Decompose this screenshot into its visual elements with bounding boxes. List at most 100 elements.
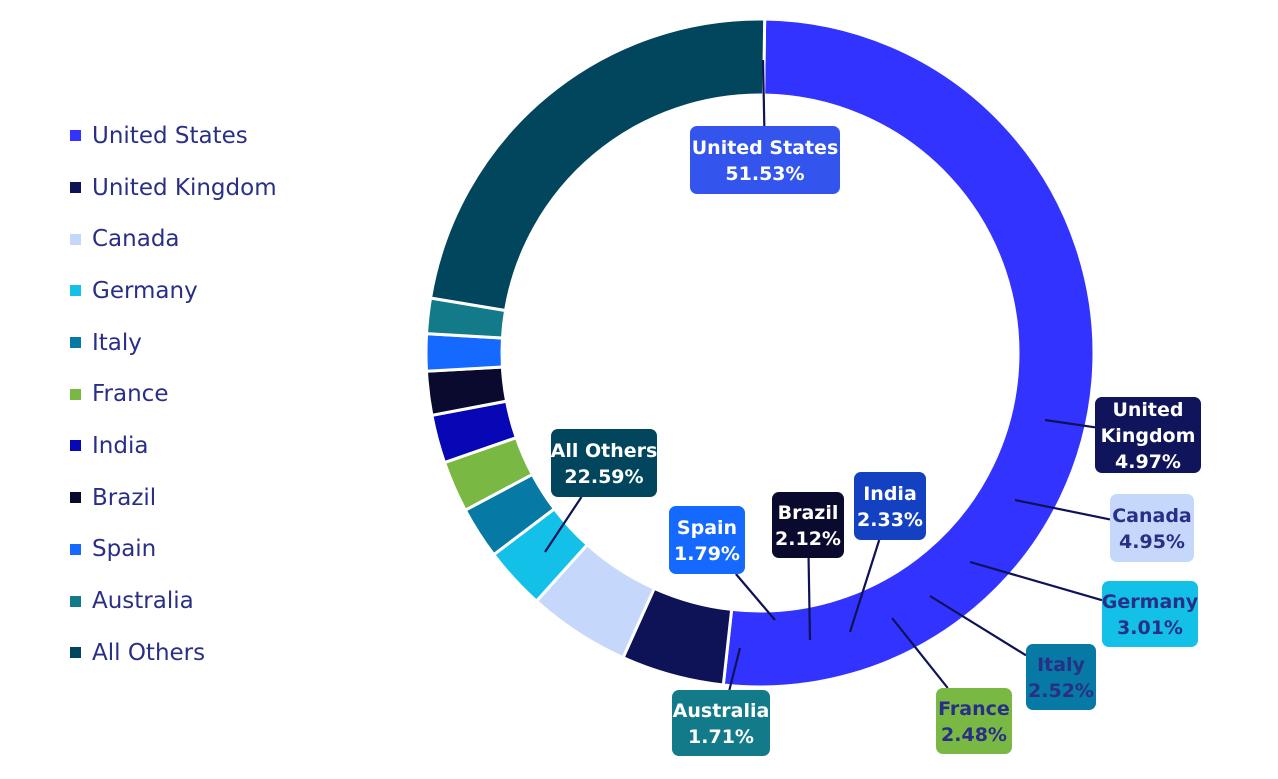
- legend-label: France: [92, 381, 169, 408]
- legend-swatch: [70, 337, 81, 349]
- slice-all-others: [428, 17, 767, 313]
- data-label-text: Spain 1.79%: [674, 517, 740, 565]
- data-label-line: 3.01%: [1117, 617, 1183, 639]
- data-label-box: [1110, 494, 1194, 562]
- data-label-line: United States: [692, 137, 839, 159]
- data-label-line: 2.48%: [941, 724, 1007, 746]
- data-label-box: [936, 688, 1012, 754]
- leader-line-germany: [969, 560, 1103, 602]
- data-label-line: Germany: [1102, 591, 1199, 613]
- data-label-text: Australia 1.71%: [673, 700, 770, 748]
- leader-line-canada: [1014, 498, 1111, 521]
- legend-swatch: [70, 130, 81, 142]
- legend-item-spain: Spain: [70, 524, 370, 576]
- legend-swatch: [70, 440, 81, 452]
- data-label-line: 51.53%: [725, 163, 804, 185]
- data-label-box: [690, 126, 840, 194]
- data-label-text: France 2.48%: [938, 698, 1010, 746]
- data-label-box: [772, 492, 844, 558]
- legend-label: Australia: [92, 588, 194, 615]
- legend-item-united-states: United States: [70, 110, 370, 162]
- legend-label: Canada: [92, 226, 180, 253]
- data-label-line: Canada: [1112, 505, 1192, 527]
- data-label-united-states: United States 51.53%: [690, 126, 840, 194]
- legend-label: Italy: [92, 329, 142, 356]
- legend-swatch: [70, 182, 81, 194]
- data-label-line: Spain: [677, 517, 737, 539]
- data-label-line: Australia: [673, 700, 770, 722]
- legend-swatch: [70, 647, 81, 659]
- data-label-line: India: [863, 483, 917, 505]
- legend-label: Spain: [92, 536, 157, 563]
- legend-label: United Kingdom: [92, 174, 277, 201]
- legend-label: Germany: [92, 277, 198, 304]
- leader-line-france: [891, 617, 949, 689]
- legend-item-all-others: All Others: [70, 627, 370, 679]
- data-label-united-kingdom: United Kingdom 4.97%: [1095, 397, 1201, 473]
- data-label-brazil: Brazil 2.12%: [772, 492, 844, 558]
- slice-spain: [424, 332, 505, 373]
- legend-item-germany: Germany: [70, 265, 370, 317]
- legend-swatch: [70, 388, 81, 400]
- data-label-germany: Germany 3.01%: [1102, 581, 1199, 647]
- legend-item-canada: Canada: [70, 213, 370, 265]
- leader-line-australia: [728, 647, 742, 691]
- data-label-line: 4.97%: [1115, 451, 1181, 473]
- data-label-text: United States 51.53%: [692, 137, 839, 185]
- legend-swatch: [70, 233, 81, 245]
- data-label-text: Brazil 2.12%: [775, 502, 841, 550]
- data-label-text: Canada 4.95%: [1112, 505, 1192, 553]
- data-label-text: Germany 3.01%: [1102, 591, 1199, 639]
- data-label-line: France: [938, 698, 1010, 720]
- leader-line-brazil: [807, 557, 812, 641]
- donut-slices: [424, 17, 1096, 689]
- legend-label: United States: [92, 122, 248, 149]
- data-label-box: [672, 690, 770, 756]
- data-label-canada: Canada 4.95%: [1110, 494, 1194, 562]
- leader-line-italy: [929, 595, 1027, 657]
- data-label-box: [669, 506, 745, 574]
- data-label-line: All Others: [551, 440, 658, 462]
- data-label-box: [551, 429, 657, 497]
- data-label-line: 1.79%: [674, 543, 740, 565]
- data-label-box: [1095, 397, 1201, 473]
- leader-line-united-kingdom: [1044, 418, 1096, 429]
- data-label-india: India 2.33%: [854, 472, 926, 540]
- leader-line-united-states: [761, 59, 766, 127]
- data-label-text: United Kingdom 4.97%: [1101, 399, 1196, 473]
- leader-line-all-others: [544, 496, 583, 553]
- data-label-all-others: All Others 22.59%: [551, 429, 658, 497]
- data-label-text: Italy 2.52%: [1028, 654, 1094, 702]
- data-label-line: Kingdom: [1101, 425, 1196, 447]
- legend-item-india: India: [70, 420, 370, 472]
- legend-label: Brazil: [92, 484, 157, 511]
- data-label-spain: Spain 1.79%: [669, 506, 745, 574]
- legend-swatch: [70, 543, 81, 555]
- data-label-australia: Australia 1.71%: [672, 690, 770, 756]
- data-label-line: 4.95%: [1119, 531, 1185, 553]
- leader-line-spain: [735, 573, 776, 621]
- data-label-line: United: [1112, 399, 1183, 421]
- data-label-line: 2.33%: [857, 509, 923, 531]
- data-label-italy: Italy 2.52%: [1026, 644, 1096, 710]
- data-label-line: Brazil: [778, 502, 839, 524]
- data-label-line: 22.59%: [564, 466, 643, 488]
- data-labels: United States 51.53% United Kingdom 4.97% Can…: [551, 126, 1201, 756]
- legend: United States United Kingdom Canada Germany…: [70, 110, 370, 679]
- data-label-box: [854, 472, 926, 540]
- data-label-box: [1026, 644, 1096, 710]
- legend-item-france: France: [70, 368, 370, 420]
- data-label-line: 1.71%: [688, 726, 754, 748]
- legend-swatch: [70, 285, 81, 297]
- data-label-text: India 2.33%: [857, 483, 923, 531]
- legend-item-australia: Australia: [70, 575, 370, 627]
- legend-item-italy: Italy: [70, 317, 370, 369]
- leader-lines: [544, 59, 1111, 691]
- legend-swatch: [70, 492, 81, 504]
- data-label-line: Italy: [1037, 654, 1085, 676]
- legend-label: India: [92, 432, 149, 459]
- data-label-france: France 2.48%: [936, 688, 1012, 754]
- data-label-box: [1102, 581, 1198, 647]
- data-label-text: All Others 22.59%: [551, 440, 658, 488]
